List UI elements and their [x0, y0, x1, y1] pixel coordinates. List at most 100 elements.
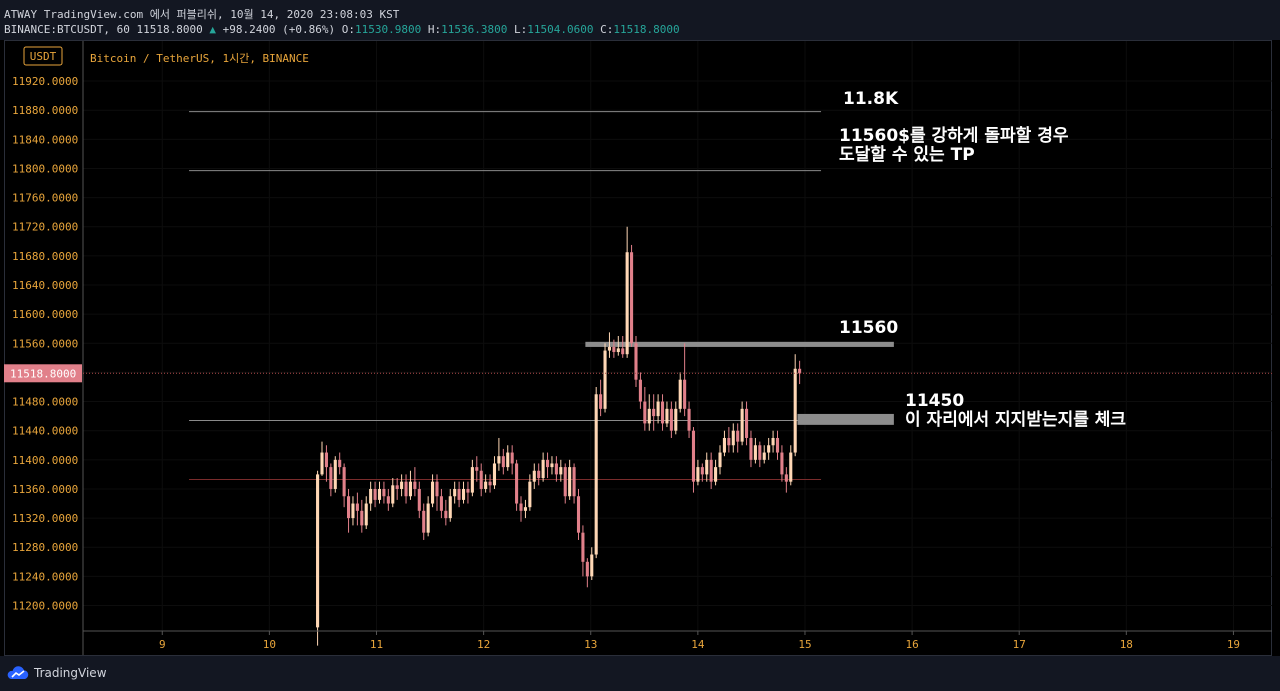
- candle-body: [674, 408, 678, 431]
- price-tick-label: 11360.0000: [12, 483, 78, 496]
- candle-body: [625, 252, 629, 355]
- candle-body: [404, 481, 408, 497]
- time-tick-label: 9: [159, 638, 166, 651]
- annotation-tp-description: 11560$를 강하게 돌파할 경우 도달할 수 있는 TP: [839, 126, 1069, 165]
- candle-body: [373, 488, 377, 500]
- candle-body: [572, 467, 576, 497]
- ohlc-status-line: BINANCE:BTCUSDT, 60 11518.8000 ▲ +98.240…: [4, 23, 680, 36]
- price-tick-label: 11680.0000: [12, 250, 78, 263]
- candle-body: [767, 445, 771, 453]
- candle-body: [506, 452, 510, 468]
- candle-body: [758, 445, 762, 460]
- candle-body: [364, 503, 368, 526]
- chart-header: ATWAY TradingView.com 에서 퍼블리쉬, 10월 14, 2…: [0, 0, 1280, 40]
- candle-body: [727, 437, 731, 446]
- open-value: 11530.9800: [355, 23, 422, 36]
- candle-body: [528, 481, 532, 508]
- candle-body: [417, 488, 421, 511]
- price-zone: [585, 341, 894, 347]
- candle-body: [607, 346, 612, 351]
- candle-body: [656, 401, 660, 417]
- candle-body: [554, 463, 558, 475]
- tradingview-logo[interactable]: TradingView: [6, 666, 107, 680]
- candle-body: [360, 510, 364, 526]
- price-zone: [797, 413, 894, 425]
- candle-body: [714, 467, 718, 482]
- candle-body: [775, 437, 780, 453]
- close-label: C:: [600, 23, 614, 36]
- price-zones: [585, 341, 894, 425]
- candle-body: [470, 467, 474, 493]
- candle-body: [722, 437, 726, 453]
- price-tick-label: 11920.0000: [12, 75, 78, 88]
- candle-body: [771, 437, 775, 446]
- candle-body: [320, 452, 324, 475]
- horizontal-line-drawings: [189, 111, 822, 480]
- candle-body: [696, 467, 700, 482]
- candle-body: [789, 452, 793, 482]
- candle-body: [408, 481, 413, 497]
- candle-body: [740, 408, 744, 442]
- annotation-tp-label: 11.8K: [843, 89, 899, 109]
- candle-body: [382, 488, 386, 497]
- time-tick-label: 18: [1120, 638, 1133, 651]
- candle-body: [545, 459, 550, 468]
- time-tick-label: 10: [263, 638, 276, 651]
- publish-info: ATWAY TradingView.com 에서 퍼블리쉬, 10월 14, 2…: [4, 8, 400, 21]
- candle-body: [793, 368, 797, 453]
- candle-body: [683, 379, 687, 409]
- candle-body: [448, 496, 452, 519]
- price-tick-label: 11480.0000: [12, 396, 78, 409]
- last-price-label-bg: [4, 364, 82, 383]
- candle-body: [731, 430, 735, 446]
- candle-body: [678, 379, 682, 409]
- candle-body: [621, 348, 625, 355]
- candle-body: [515, 463, 519, 504]
- up-arrow-icon: ▲: [209, 23, 216, 36]
- candle-body: [431, 481, 435, 504]
- high-label: H:: [427, 23, 442, 36]
- price-tick-label: 11640.0000: [12, 279, 78, 292]
- candle-body: [501, 456, 505, 468]
- candle-body: [687, 408, 691, 431]
- tradingview-cloud-icon: [7, 666, 29, 679]
- candle-body: [652, 408, 656, 417]
- last-price-value: 11518.8000: [136, 23, 203, 36]
- price-tick-label: 11320.0000: [12, 512, 78, 525]
- candle-body: [461, 488, 466, 500]
- candle-body: [439, 496, 443, 511]
- candle-body: [599, 394, 603, 409]
- price-tick-label: 11200.0000: [12, 600, 78, 613]
- chart-frame: [4, 40, 1272, 656]
- time-tick-label: 17: [1013, 638, 1026, 651]
- candle-body: [700, 467, 704, 475]
- price-tick-label: 11440.0000: [12, 425, 78, 438]
- candle-body: [484, 481, 488, 489]
- annotation-resistance: 11560: [839, 318, 899, 338]
- candle-body: [329, 467, 333, 489]
- price-tick-label: 11800.0000: [12, 162, 78, 175]
- candle-body: [590, 554, 594, 577]
- candle-body: [351, 503, 355, 519]
- candle-body: [594, 394, 598, 555]
- symbol-label[interactable]: BINANCE:BTCUSDT, 60: [4, 23, 130, 36]
- candles: [316, 226, 802, 646]
- candle-body: [377, 488, 382, 500]
- candle-body: [519, 503, 523, 511]
- candle-body: [488, 481, 492, 486]
- currency-badge[interactable]: USDT: [30, 50, 57, 63]
- candle-body: [718, 452, 722, 468]
- change-value: +98.2400 (+0.86%): [222, 23, 336, 36]
- price-tick-label: 11840.0000: [12, 133, 78, 146]
- price-axis: 11200.0000 11240.0000 11280.0000 11320.0000…: [12, 41, 84, 655]
- candle-body: [479, 470, 483, 489]
- candle-body: [638, 379, 642, 402]
- last-price-marker: 11518.8000: [4, 364, 1272, 383]
- candle-body: [798, 368, 802, 374]
- candle-body: [316, 474, 320, 628]
- time-tick-label: 13: [584, 638, 597, 651]
- candle-body: [355, 503, 359, 511]
- footer-bar: TradingView: [0, 656, 1280, 691]
- candle-body: [585, 561, 589, 577]
